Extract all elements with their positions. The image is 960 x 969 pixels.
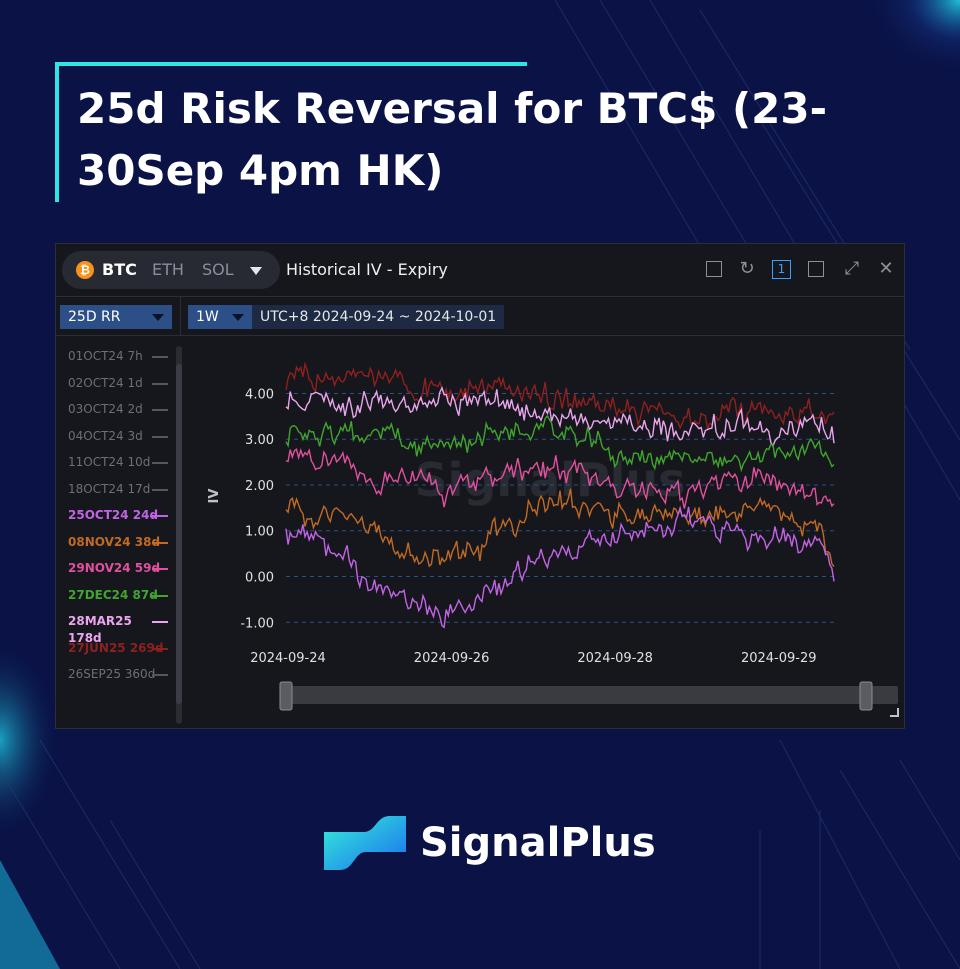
- y-axis-label: IV: [207, 489, 222, 504]
- divider: [180, 297, 181, 335]
- legend-item-label: 04OCT24 3d: [68, 428, 143, 443]
- series-line: [285, 488, 835, 568]
- legend-swatch: [152, 621, 168, 623]
- legend-item[interactable]: 26SEP25 360d: [60, 666, 176, 683]
- y-tick-label: 4.00: [245, 387, 274, 402]
- y-tick-label: 0.00: [245, 571, 274, 586]
- title-accent-left: [55, 62, 59, 202]
- panel-title: Historical IV - Expiry: [286, 260, 448, 279]
- series-line: [285, 361, 835, 430]
- x-tick-label: 2024-09-24: [250, 651, 326, 666]
- series-line: [285, 386, 835, 448]
- series-line: [285, 448, 835, 509]
- external-link-icon[interactable]: [706, 261, 722, 277]
- range-slider-track: [284, 686, 898, 704]
- legend-item-label: 25OCT24 24d: [68, 508, 159, 522]
- legend-item-label: 27JUN25 269d: [68, 640, 164, 655]
- date-range: UTC+8 2024-09-24 ~ 2024-10-01: [252, 305, 505, 329]
- coin-selector[interactable]: ₿ BTC ETH SOL: [62, 251, 280, 289]
- chevron-down-icon: [152, 314, 164, 321]
- chevron-down-icon[interactable]: [250, 267, 262, 275]
- legend-item[interactable]: 03OCT24 2d: [60, 401, 176, 418]
- title-block: 25d Risk Reversal for BTC$ (23-30Sep 4pm…: [55, 62, 955, 202]
- metric-select[interactable]: 25D RR: [60, 305, 172, 329]
- legend-swatch: [152, 462, 168, 464]
- x-tick-label: 2024-09-29: [741, 651, 817, 666]
- legend-item[interactable]: 02OCT24 1d: [60, 375, 176, 392]
- panel-header: ₿ BTC ETH SOL Historical IV - Expiry ↻ 1…: [56, 244, 904, 297]
- legend-item[interactable]: 27JUN25 269d: [60, 640, 176, 657]
- legend-item[interactable]: 11OCT24 10d: [60, 454, 176, 471]
- legend-swatch: [152, 541, 168, 544]
- legend-item-label: 28MAR25 178d: [68, 614, 132, 645]
- series-line: [285, 414, 835, 473]
- legend-swatch: [152, 515, 168, 517]
- legend-item[interactable]: 28MAR25 178d: [60, 613, 176, 647]
- legend-swatch: [152, 674, 168, 676]
- brand-name: SignalPlus: [420, 820, 656, 866]
- legend-item[interactable]: 25OCT24 24d: [60, 507, 176, 524]
- page-title: 25d Risk Reversal for BTC$ (23-30Sep 4pm…: [77, 84, 828, 195]
- legend-item-label: 08NOV24 38d: [68, 534, 161, 549]
- legend-item-label: 27DEC24 87d: [68, 587, 158, 602]
- range-slider-handle-left[interactable]: [279, 681, 293, 711]
- expiry-legend: 01OCT24 7h 02OCT24 1d 03OCT24 2d 04OCT24 3d…: [60, 348, 176, 728]
- x-tick-label: 2024-09-26: [414, 651, 490, 666]
- refresh-icon[interactable]: ↻: [739, 258, 755, 279]
- signalplus-logo-icon: [324, 816, 406, 870]
- layout-count-icon[interactable]: 1: [772, 260, 791, 279]
- expand-icon[interactable]: ⤢: [844, 258, 860, 279]
- resize-corner-icon: [890, 708, 899, 717]
- chart-panel: ₿ BTC ETH SOL Historical IV - Expiry ↻ 1…: [55, 243, 905, 729]
- legend-scrollbar[interactable]: [176, 346, 182, 724]
- legend-item-label: 02OCT24 1d: [68, 375, 143, 390]
- coin-tab-eth[interactable]: ETH: [152, 260, 184, 279]
- legend-swatch: [152, 409, 168, 411]
- close-icon[interactable]: ✕: [878, 258, 894, 279]
- legend-swatch: [152, 435, 168, 438]
- legend-item-label: 29NOV24 59d: [68, 561, 161, 575]
- period-select[interactable]: 1W: [188, 305, 252, 329]
- period-select-value: 1W: [196, 309, 219, 325]
- coin-tab-btc[interactable]: BTC: [102, 260, 137, 279]
- legend-swatch: [152, 647, 168, 650]
- legend-swatch: [152, 356, 168, 358]
- legend-swatch: [152, 568, 168, 570]
- bitcoin-icon: ₿: [76, 261, 94, 279]
- y-tick-label: -1.00: [240, 616, 274, 631]
- y-tick-label: 2.00: [245, 479, 274, 494]
- legend-item[interactable]: 27DEC24 87d: [60, 587, 176, 604]
- filter-bar: 25D RR 1W UTC+8 2024-09-24 ~ 2024-10-01: [56, 297, 904, 336]
- brand-logo: SignalPlus: [320, 808, 656, 878]
- metric-select-value: 25D RR: [68, 309, 121, 325]
- legend-item-label: 01OCT24 7h: [68, 349, 143, 363]
- legend-swatch: [152, 488, 168, 491]
- y-tick-label: 3.00: [245, 433, 274, 448]
- title-accent-top: [55, 62, 527, 66]
- y-tick-label: 1.00: [245, 525, 274, 540]
- legend-item-label: 11OCT24 10d: [68, 455, 151, 469]
- legend-item[interactable]: 01OCT24 7h: [60, 348, 176, 365]
- copy-icon[interactable]: [808, 261, 824, 277]
- legend-swatch: [152, 382, 168, 385]
- legend-item-label: 18OCT24 17d: [68, 481, 151, 496]
- series-line: [285, 505, 835, 629]
- legend-item[interactable]: 29NOV24 59d: [60, 560, 176, 577]
- legend-item[interactable]: 18OCT24 17d: [60, 481, 176, 498]
- legend-item[interactable]: 04OCT24 3d: [60, 428, 176, 445]
- coin-tab-sol[interactable]: SOL: [202, 260, 234, 279]
- x-tick-label: 2024-09-28: [577, 651, 653, 666]
- legend-item-label: 03OCT24 2d: [68, 402, 143, 416]
- legend-item-label: 26SEP25 360d: [68, 667, 156, 681]
- line-chart: SignalPlus-1.000.001.002.003.004.00IV202…: [207, 361, 899, 717]
- legend-scrollbar-thumb[interactable]: [176, 364, 182, 704]
- chevron-down-icon: [232, 314, 244, 321]
- legend-swatch: [152, 594, 168, 597]
- range-slider-handle-right[interactable]: [859, 681, 873, 711]
- legend-item[interactable]: 08NOV24 38d: [60, 534, 176, 551]
